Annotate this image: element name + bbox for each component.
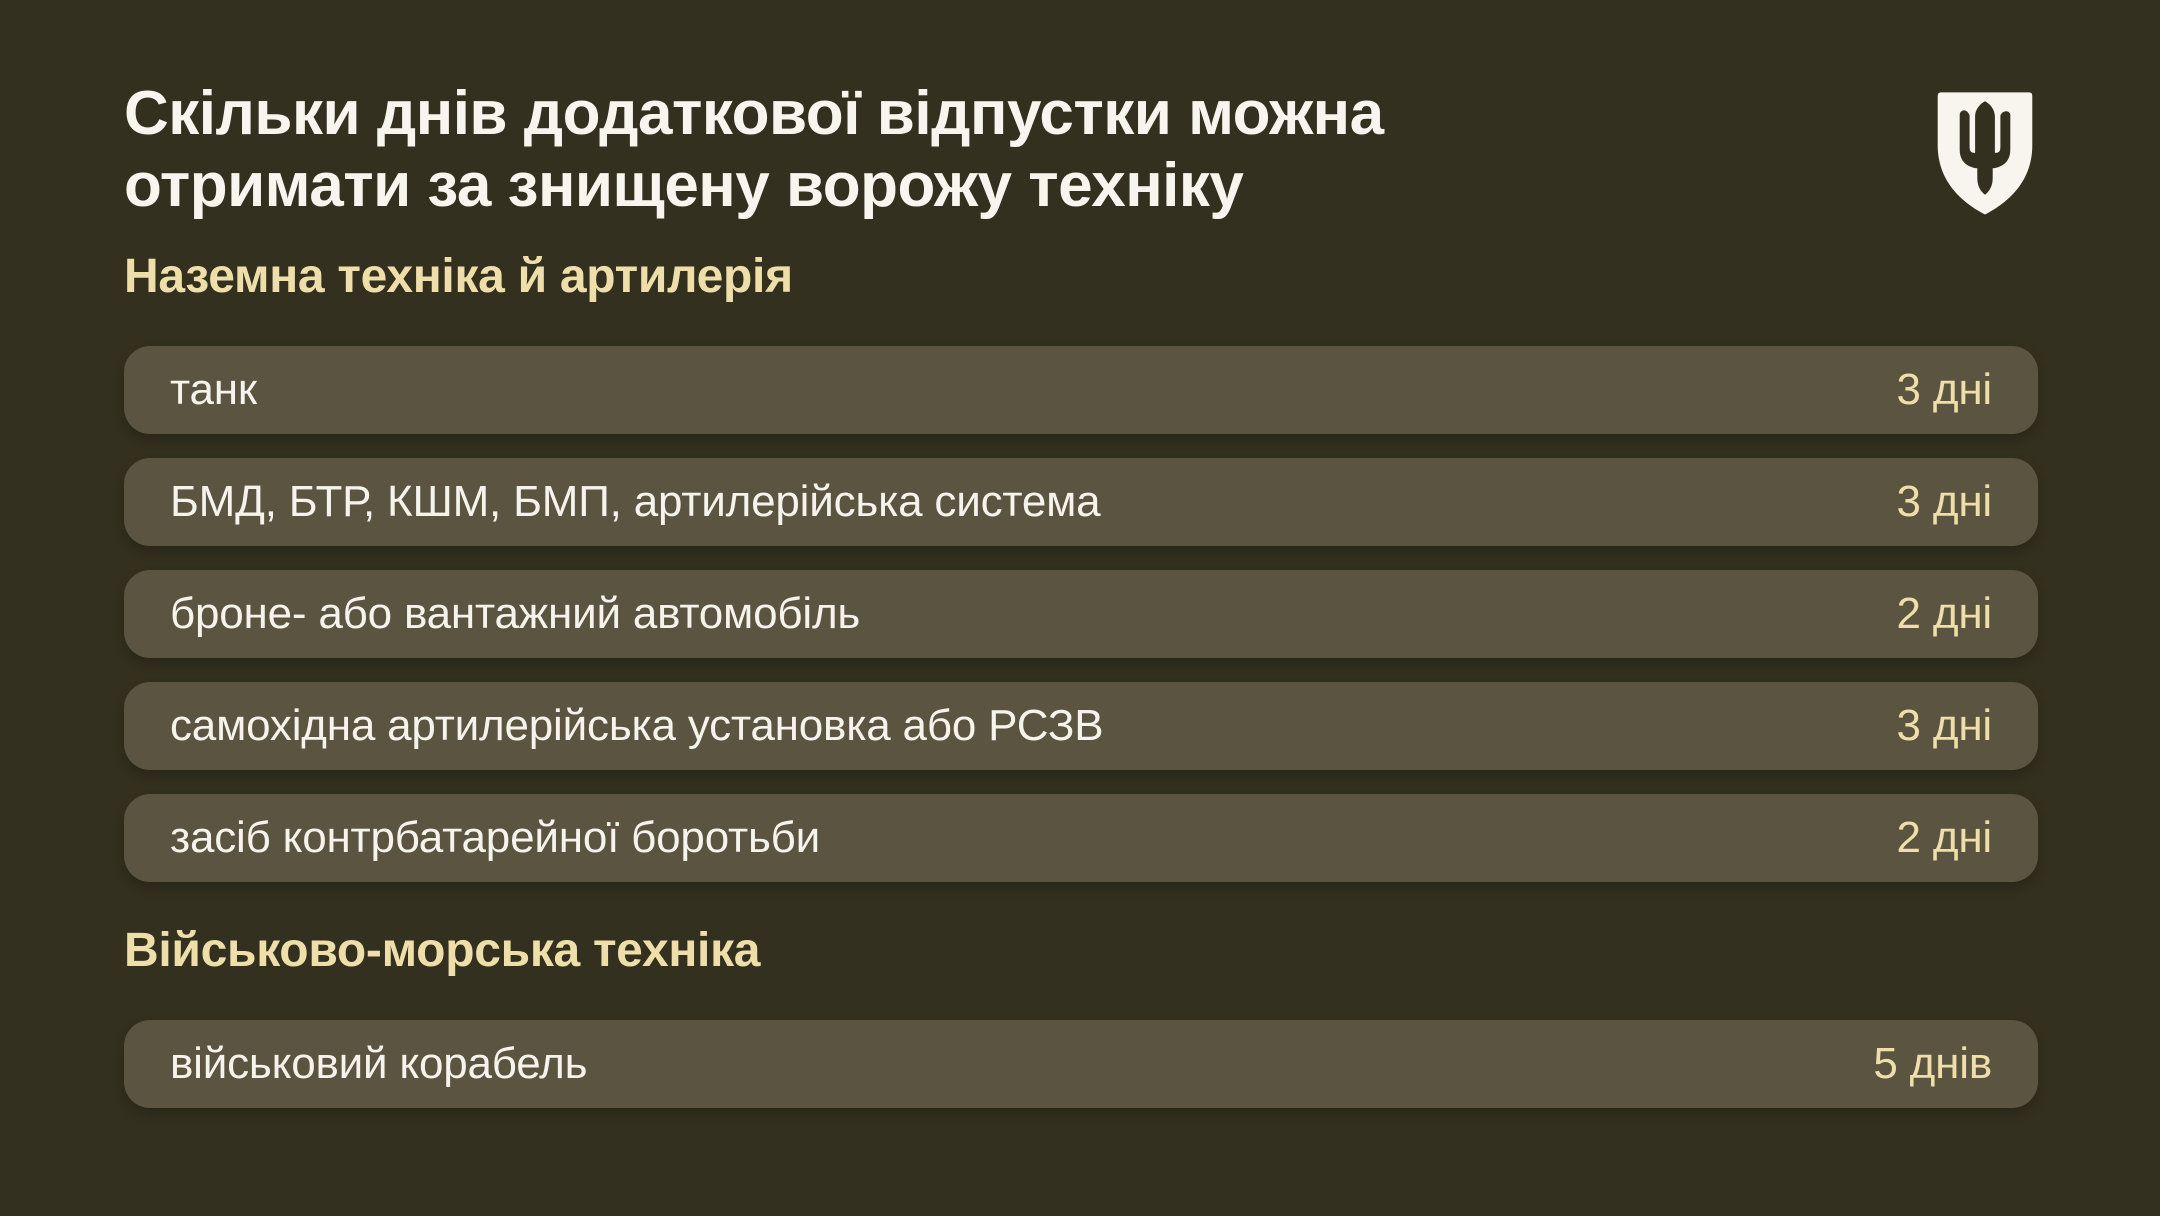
table-row: БМД, БТР, КШМ, БМП, артилерійська систем… — [124, 458, 2038, 546]
row-label: БМД, БТР, КШМ, БМП, артилерійська систем… — [170, 477, 1101, 526]
page-title-line1: Скільки днів додаткової відпустки можна — [124, 79, 1384, 148]
ukraine-mod-shield-trident-icon — [1930, 90, 2040, 218]
section-header-ground-equipment: Наземна техніка й артилерія — [124, 250, 793, 303]
page-title-line2: отримати за знищену ворожу техніку — [124, 151, 1244, 220]
row-value: 2 дні — [1896, 813, 1993, 862]
row-value: 3 дні — [1896, 701, 1993, 750]
row-label: засіб контрбатарейної боротьби — [170, 813, 821, 862]
row-label: військовий корабель — [170, 1039, 588, 1088]
row-label: танк — [170, 365, 257, 414]
ground-equipment-rows: танк 3 дні БМД, БТР, КШМ, БМП, артилерій… — [124, 346, 2038, 882]
table-row: військовий корабель 5 днів — [124, 1020, 2038, 1108]
row-label: самохідна артилерійська установка або РС… — [170, 701, 1104, 750]
table-row: танк 3 дні — [124, 346, 2038, 434]
naval-equipment-rows: військовий корабель 5 днів — [124, 1020, 2038, 1108]
table-row: самохідна артилерійська установка або РС… — [124, 682, 2038, 770]
page-title: Скільки днів додаткової відпустки можна … — [124, 78, 2038, 222]
row-label: броне- або вантажний автомобіль — [170, 589, 861, 638]
row-value: 2 дні — [1896, 589, 1993, 638]
row-value: 5 днів — [1873, 1039, 1992, 1088]
table-row: засіб контрбатарейної боротьби 2 дні — [124, 794, 2038, 882]
table-row: броне- або вантажний автомобіль 2 дні — [124, 570, 2038, 658]
row-value: 3 дні — [1896, 365, 1993, 414]
section-header-naval-equipment: Військово-морська техніка — [124, 924, 761, 977]
row-value: 3 дні — [1896, 477, 1993, 526]
